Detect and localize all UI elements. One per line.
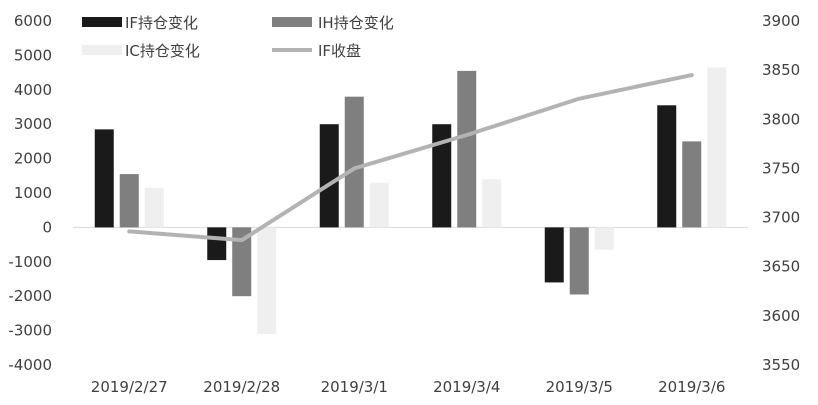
bar-IC持仓变化 xyxy=(482,179,502,228)
bar-IH持仓变化 xyxy=(232,227,252,297)
bar-IF持仓变化 xyxy=(432,124,452,228)
legend: IF持仓变化 IH持仓变化 IC持仓变化 IF收盘 xyxy=(82,14,394,60)
bar-IF持仓变化 xyxy=(207,227,227,261)
right-tick-label: 3700 xyxy=(762,209,800,227)
bars-layer xyxy=(94,67,727,335)
bar-IC持仓变化 xyxy=(144,187,164,228)
bar-IF持仓变化 xyxy=(544,227,564,283)
bar-IC持仓变化 xyxy=(594,227,614,250)
left-tick-label: 1000 xyxy=(14,184,52,202)
close-line-layer xyxy=(127,73,694,243)
bar-IF持仓变化 xyxy=(94,129,114,228)
left-tick-label: 3000 xyxy=(14,115,52,133)
legend-label-ic: IC持仓变化 xyxy=(125,42,200,60)
left-tick-label: -2000 xyxy=(8,287,52,305)
category-label: 2019/2/27 xyxy=(91,378,168,396)
legend-label-if: IF持仓变化 xyxy=(125,14,198,32)
right-tick-label: 3850 xyxy=(762,61,800,79)
left-tick-label: -4000 xyxy=(8,356,52,374)
bar-IC持仓变化 xyxy=(369,182,389,228)
category-axis-ticks: 2019/2/27 2019/2/28 2019/3/1 2019/3/4 2019/3… xyxy=(91,378,726,396)
legend-item-ic: IC持仓变化 xyxy=(82,42,200,60)
bar-IH持仓变化 xyxy=(569,227,589,295)
right-tick-label: 3600 xyxy=(762,307,800,325)
category-label: 2019/2/28 xyxy=(203,378,280,396)
category-label: 2019/3/4 xyxy=(433,378,500,396)
bar-IF持仓变化 xyxy=(319,124,339,228)
legend-swatch-ic xyxy=(82,45,122,55)
legend-label-ih: IH持仓变化 xyxy=(318,14,394,32)
left-tick-label: 2000 xyxy=(14,150,52,168)
right-tick-label: 3550 xyxy=(762,356,800,374)
legend-swatch-ih xyxy=(272,17,312,27)
right-tick-label: 3800 xyxy=(762,110,800,128)
left-tick-label: 4000 xyxy=(14,81,52,99)
right-tick-label: 3900 xyxy=(762,12,800,30)
right-tick-label: 3750 xyxy=(762,159,800,177)
bar-IC持仓变化 xyxy=(707,67,727,228)
left-tick-label: -3000 xyxy=(8,322,52,340)
bar-IH持仓变化 xyxy=(344,96,364,228)
bar-IH持仓变化 xyxy=(682,141,702,228)
legend-label-if-close: IF收盘 xyxy=(318,42,361,60)
bar-IH持仓变化 xyxy=(457,70,477,228)
bar-IC持仓变化 xyxy=(257,227,277,335)
left-axis-ticks: 6000 5000 4000 3000 2000 1000 0 -1000 -2000 -3000… xyxy=(8,12,52,374)
legend-item-if: IF持仓变化 xyxy=(82,14,198,32)
category-label: 2019/3/6 xyxy=(658,378,725,396)
legend-swatch-if xyxy=(82,17,122,27)
left-tick-label: 0 xyxy=(42,218,52,236)
right-tick-label: 3650 xyxy=(762,258,800,276)
line-series-if-close xyxy=(127,73,694,243)
category-label: 2019/3/5 xyxy=(546,378,613,396)
category-label: 2019/3/1 xyxy=(321,378,388,396)
legend-item-ih: IH持仓变化 xyxy=(272,14,394,32)
right-axis-ticks: 3900 3850 3800 3750 3700 3650 3600 3550 xyxy=(762,12,800,374)
bar-IH持仓变化 xyxy=(119,174,139,228)
left-tick-label: -1000 xyxy=(8,253,52,271)
left-tick-label: 6000 xyxy=(14,12,52,30)
left-tick-label: 5000 xyxy=(14,46,52,64)
legend-item-if-close: IF收盘 xyxy=(272,42,361,60)
bar-IF持仓变化 xyxy=(657,105,677,228)
